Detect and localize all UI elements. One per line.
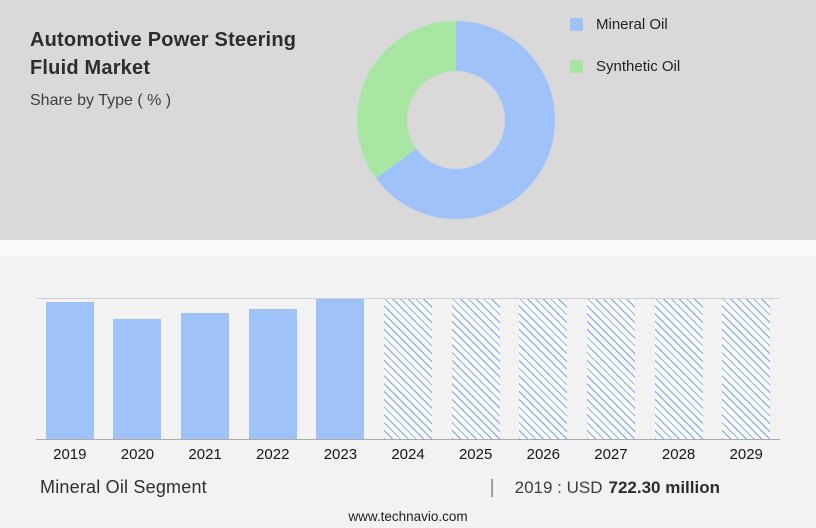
x-axis-label-2023: 2023 [323,446,358,463]
bar-slot-2020 [104,299,172,439]
legend-swatch-icon [570,18,583,31]
caption-row: Mineral Oil Segment | 2019 : USD 722.30 … [40,477,720,503]
x-axis-label-2026: 2026 [526,446,560,463]
x-axis-label-2024: 2024 [391,446,425,463]
page-title-line1: Automotive Power Steering [30,29,297,51]
bar-2020 [113,318,162,439]
bar-2019 [45,301,94,439]
chart-subtitle: Share by Type ( % ) [30,91,172,109]
legend-item-synthetic-oil: Synthetic Oil [570,58,680,75]
x-axis-label-2027: 2027 [594,446,628,463]
legend-item-mineral-oil: Mineral Oil [570,16,680,33]
legend-label: Mineral Oil [596,16,668,33]
bar-slot-2022 [239,299,307,439]
bar-2022 [248,308,297,439]
page-title: Automotive Power Steering Fluid Market [30,26,340,83]
bar-slot-2023 [307,299,375,439]
x-axis-label-2021: 2021 [188,446,222,463]
bar-2023 [316,299,365,439]
bar-slot-2026 [509,299,577,439]
bar-chart: 2019 2020 2021 2022 2023 2024 2025 2026 2027 2028… [36,298,780,463]
bar-2029 [722,299,771,439]
x-axis-label-2028: 2028 [661,446,696,463]
bar-slot-2025 [442,299,510,439]
x-axis-label-2025: 2025 [458,446,493,463]
bottom-section: 2019 2020 2021 2022 2023 2024 2025 2026 2027 2028… [0,240,816,528]
top-section: Automotive Power Steering Fluid Market S… [0,0,816,240]
bar-slot-2029 [712,299,780,439]
legend-swatch-icon [570,60,583,73]
x-axis-label-2029: 2029 [729,446,763,463]
stat-prefix: 2019 : USD [514,478,603,497]
x-axis-labels: 2019 2020 2021 2022 2023 2024 2025 2026 2027 2028… [36,446,780,463]
x-axis-label-2020: 2020 [120,446,155,463]
bar-slot-2027 [577,299,645,439]
page-title-line2: Fluid Market [30,57,151,80]
title-block: Automotive Power Steering Fluid Market S… [30,26,340,110]
stat-value: 722.30 million [608,478,721,497]
bar-slot-2024 [374,299,442,439]
separator: | [489,477,495,498]
bar-plot [36,298,780,440]
x-axis-label-2019: 2019 [53,446,87,463]
bar-slot-2028 [645,299,713,439]
bar-slot-2019 [36,299,104,439]
stat-annotation: | 2019 : USD 722.30 million [490,477,720,499]
x-axis-label-2022: 2022 [256,446,290,463]
bar-2028 [654,299,703,439]
bar-2027 [586,299,635,439]
bar-2024 [384,299,433,439]
bar-2021 [181,313,230,439]
donut-hole [407,71,505,169]
bar-slot-2021 [171,299,239,439]
legend-label: Synthetic Oil [596,58,681,75]
bar-2026 [519,299,568,439]
section-divider [0,240,816,256]
segment-label: Mineral Oil Segment [40,477,207,497]
bar-2025 [451,299,500,439]
legend: Mineral Oil Synthetic Oil [570,16,680,100]
website-text: www.technavio.com [348,509,468,524]
donut-chart [357,21,555,219]
